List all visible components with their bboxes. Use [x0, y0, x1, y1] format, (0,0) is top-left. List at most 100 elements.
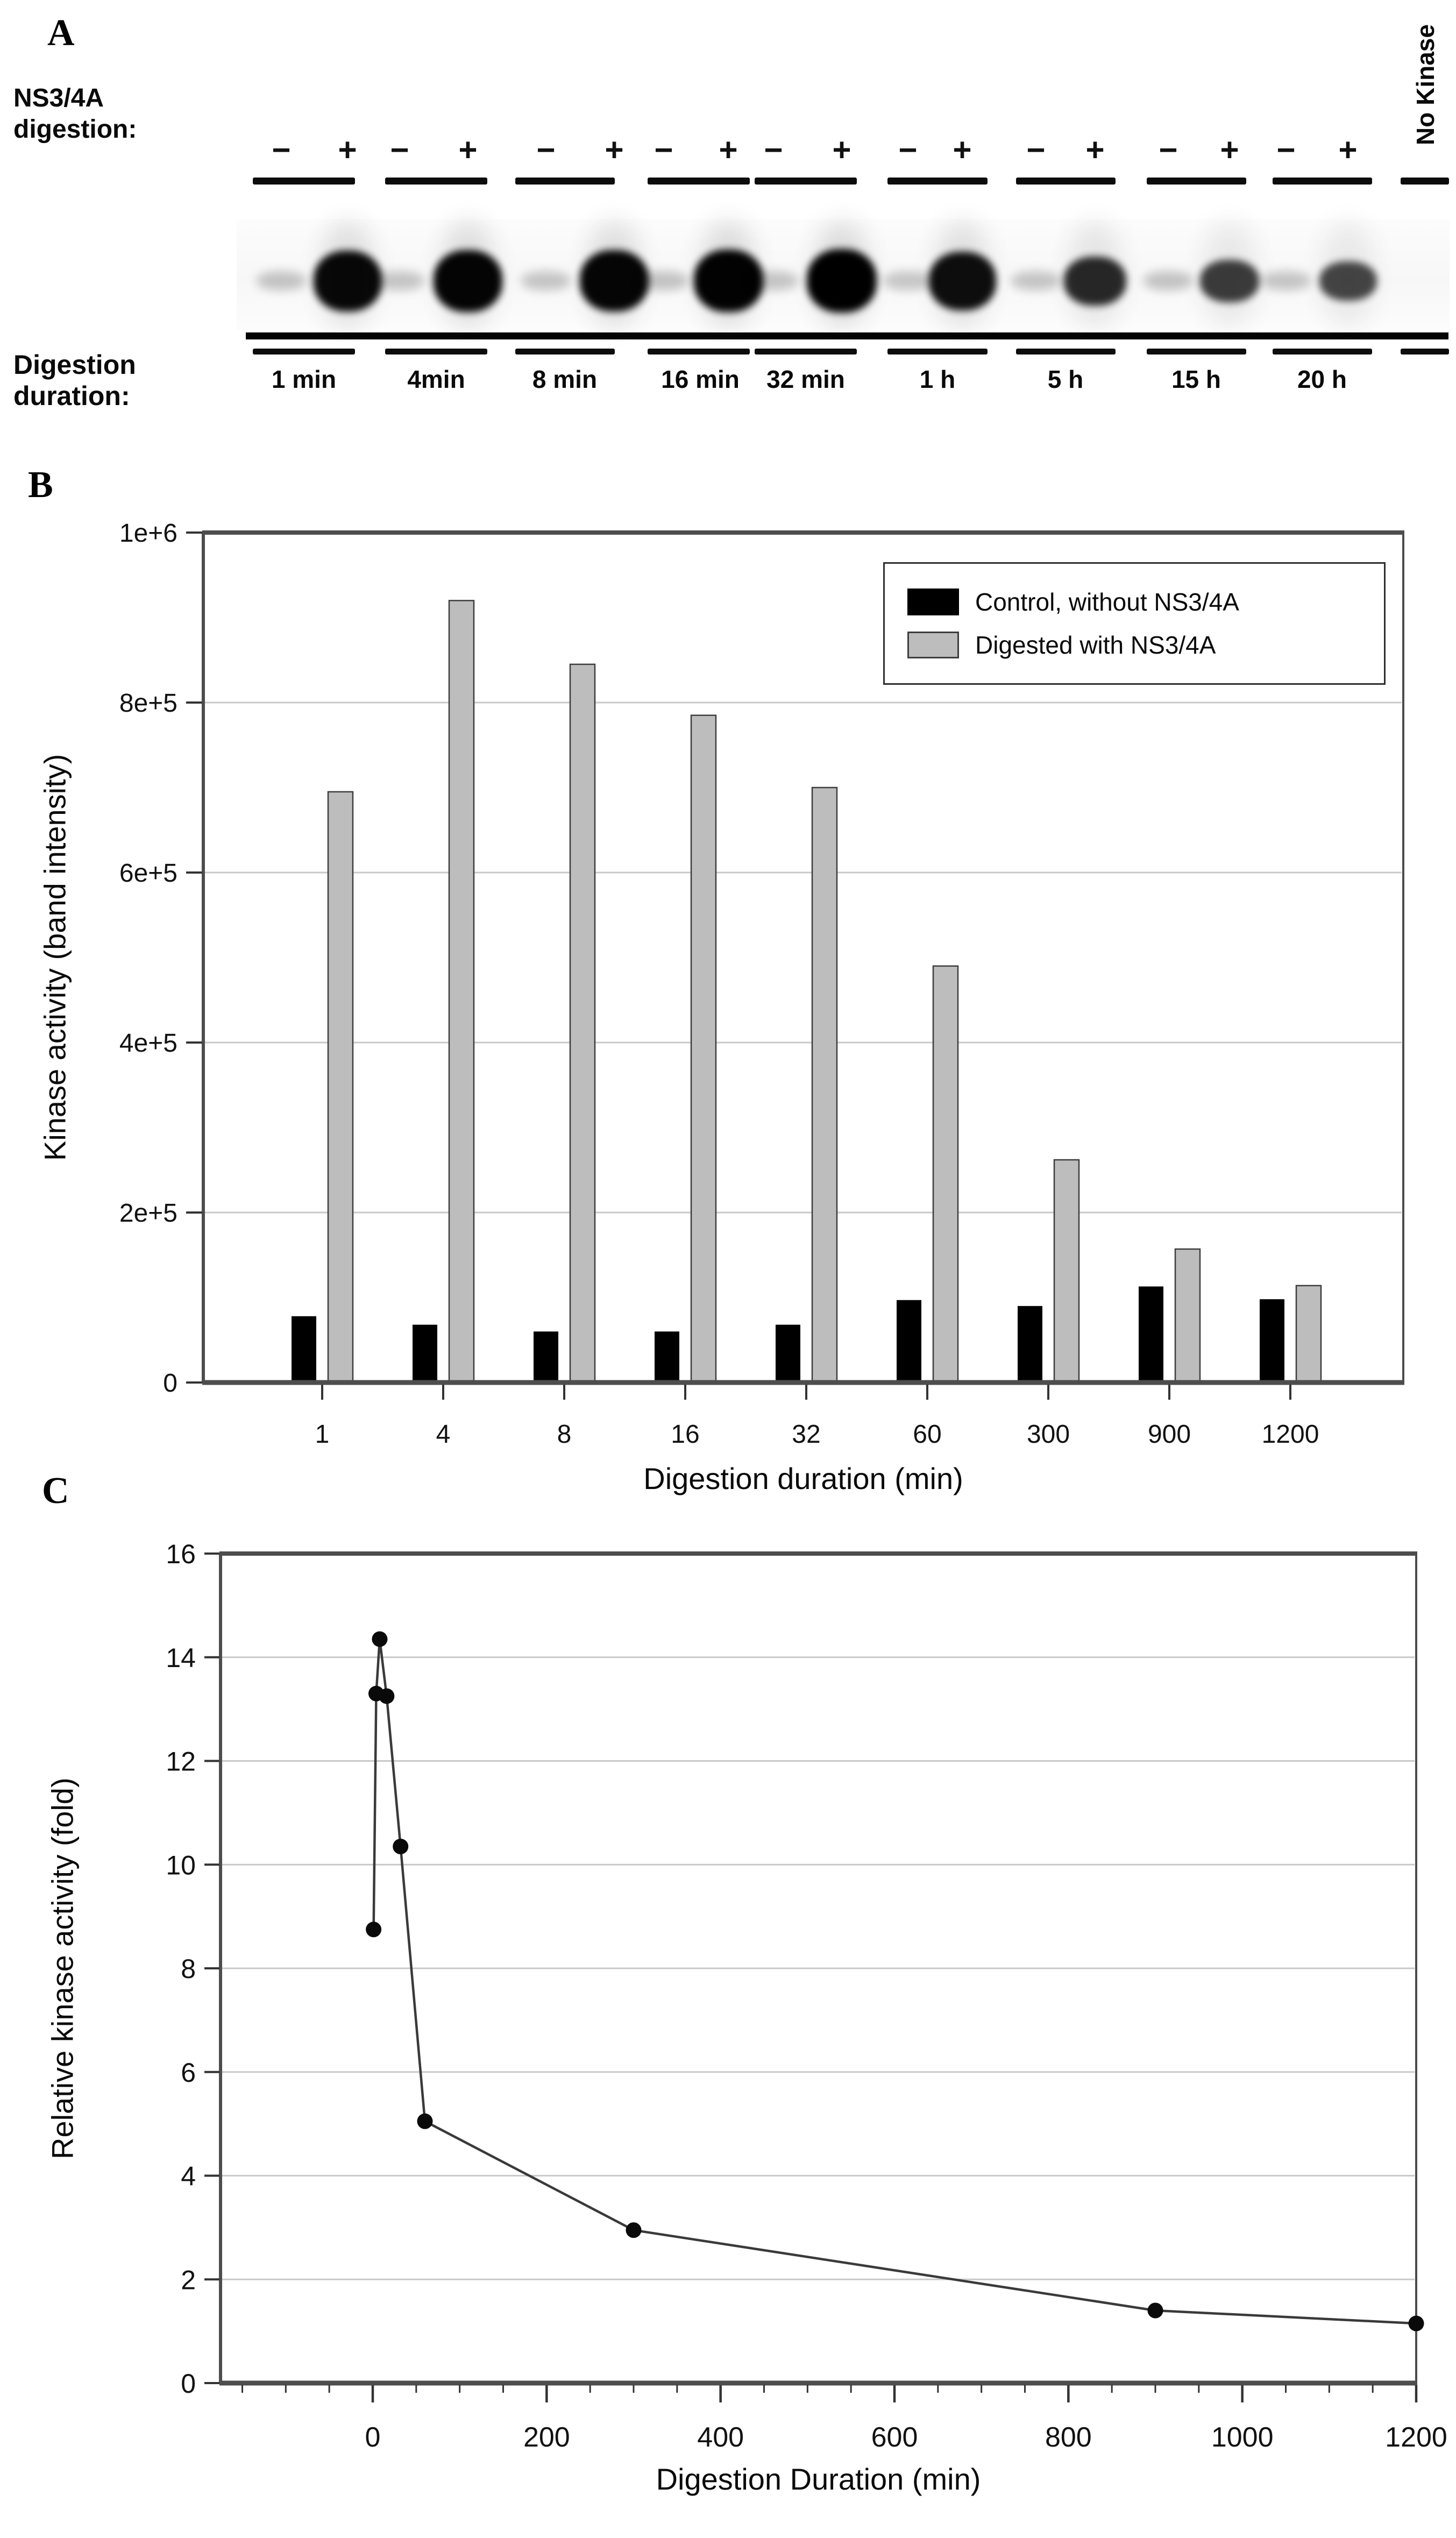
gel-band-plus: [1319, 261, 1377, 301]
lane-duration-label: 1 h: [919, 365, 956, 393]
gel-band-plus: [1064, 256, 1126, 306]
panel-b-x-tick-label: 32: [792, 1420, 820, 1449]
bar-digested: [932, 965, 959, 1384]
bar-control: [655, 1331, 679, 1383]
plus-sign: +: [338, 132, 357, 168]
bar-control: [1018, 1306, 1042, 1383]
gel-band-plus: [434, 250, 502, 312]
lane-group-overbar: [887, 178, 988, 185]
lane-group-overbar: [1016, 178, 1116, 185]
bar-digested: [1053, 1159, 1080, 1384]
plus-sign: +: [1220, 132, 1239, 168]
panel-b-plot-box: [202, 531, 1404, 1384]
plus-sign: +: [605, 132, 624, 168]
gel-band-minus: [749, 271, 798, 290]
panel-b-x-tick-label: 60: [913, 1420, 941, 1449]
plus-sign: +: [1085, 132, 1105, 168]
lane-duration-label: 15 h: [1171, 365, 1221, 393]
lane-duration-label: 20 h: [1297, 365, 1347, 393]
gel-band-minus: [639, 271, 688, 290]
gel-band-minus: [375, 271, 424, 290]
panel-b-x-tick-label: 16: [671, 1420, 699, 1449]
bar-digested: [811, 786, 838, 1384]
panel-c-x-tick-label: 400: [697, 2422, 744, 2453]
panel-b-y-tick-label: 6e+5: [119, 859, 177, 888]
lane-duration-label: 1 min: [271, 365, 337, 393]
gel-band-plus: [928, 251, 996, 310]
minus-sign: −: [272, 132, 291, 168]
panel-a-letter: A: [47, 12, 75, 54]
panel-b-y-tick-label: 0: [163, 1369, 177, 1398]
plus-sign: +: [832, 132, 851, 168]
minus-sign: −: [1159, 132, 1178, 168]
panel-c-y-tick-label: 8: [181, 1954, 196, 1984]
lane-group-underbar: [887, 349, 988, 355]
bar-control: [776, 1324, 800, 1383]
lane-group-overbar: [385, 178, 487, 185]
bar-digested: [690, 714, 717, 1384]
lane-group-overbar: [755, 178, 857, 185]
panel-c-data-point: [1408, 2315, 1424, 2331]
lane-duration-label: 16 min: [661, 365, 740, 393]
lane-group-overbar: [1147, 178, 1246, 185]
lane-group-underbar: [1401, 349, 1449, 355]
lane-duration-label: 4min: [407, 365, 465, 393]
bar-digested: [1295, 1285, 1322, 1384]
panel-c-letter: C: [42, 1470, 69, 1512]
panel-c-y-tick-label: 2: [181, 2265, 196, 2295]
gel-band-minus: [257, 271, 306, 290]
panel-b-y-tick-label: 1e+6: [119, 519, 177, 548]
panel-c-data-point: [393, 1839, 409, 1855]
panel-b-x-tick-label: 4: [436, 1420, 451, 1449]
gel-band-plus: [313, 250, 382, 311]
plus-sign: +: [1338, 132, 1358, 168]
bar-digested: [327, 791, 354, 1384]
panel-c-x-tick-label: 0: [365, 2422, 381, 2453]
panel-c-data-point: [372, 1631, 388, 1647]
panel-c-y-tick-label: 6: [181, 2058, 196, 2088]
lane-group-underbar: [515, 349, 615, 355]
bar-digested: [569, 663, 596, 1384]
panel-c-x-axis-title: Digestion Duration (min): [656, 2462, 981, 2496]
lane-group-underbar: [755, 349, 857, 355]
lane-group-overbar: [648, 178, 750, 185]
panel-b-x-tick-label: 8: [557, 1420, 572, 1449]
lane-group-underbar: [1273, 349, 1372, 355]
plus-sign: +: [953, 132, 972, 168]
ns34-digestion-label-line1: NS3/4A: [13, 84, 104, 112]
panel-c-y-tick-label: 14: [166, 1643, 196, 1673]
panel-b-x-tick-label: 1200: [1262, 1420, 1319, 1449]
gel-band-minus: [521, 271, 571, 290]
panel-b-y-tick-label: 4e+5: [119, 1029, 177, 1058]
panel-c-y-tick-label: 4: [181, 2161, 196, 2192]
panel-c-data-point: [626, 2222, 642, 2238]
lane-group-overbar: [515, 178, 615, 185]
gel-band-minus: [1144, 271, 1193, 290]
panel-b-x-tick-label: 300: [1027, 1420, 1070, 1449]
gel-band-plus: [807, 249, 877, 313]
gel-band-plus: [1200, 259, 1259, 302]
lane-group-overbar: [1273, 178, 1372, 185]
lane-group-overbar: [253, 178, 355, 185]
lane-group-overbar: [1401, 178, 1449, 185]
gel-band-minus: [1011, 271, 1061, 290]
panel-b-y-tick-label: 2e+5: [119, 1199, 177, 1228]
lane-group-underbar: [385, 349, 487, 355]
gel-band-minus: [883, 271, 933, 290]
panel-c-data-point: [366, 1922, 382, 1938]
legend-row-control: Control, without NS3/4A: [907, 587, 1384, 616]
panel-c-data-point: [1147, 2302, 1163, 2319]
legend-swatch-control: [907, 589, 959, 615]
minus-sign: −: [390, 132, 409, 168]
gel-underline: [246, 332, 1448, 339]
bar-control: [897, 1300, 921, 1383]
bar-control: [292, 1316, 316, 1383]
gel-band-plus: [580, 250, 649, 311]
lane-duration-label: 32 min: [766, 365, 845, 393]
bar-digested: [448, 600, 475, 1384]
minus-sign: −: [654, 132, 673, 168]
lane-group-underbar: [253, 349, 355, 355]
panel-b-y-tick-label: 8e+5: [119, 689, 177, 718]
lane-group-underbar: [648, 349, 750, 355]
